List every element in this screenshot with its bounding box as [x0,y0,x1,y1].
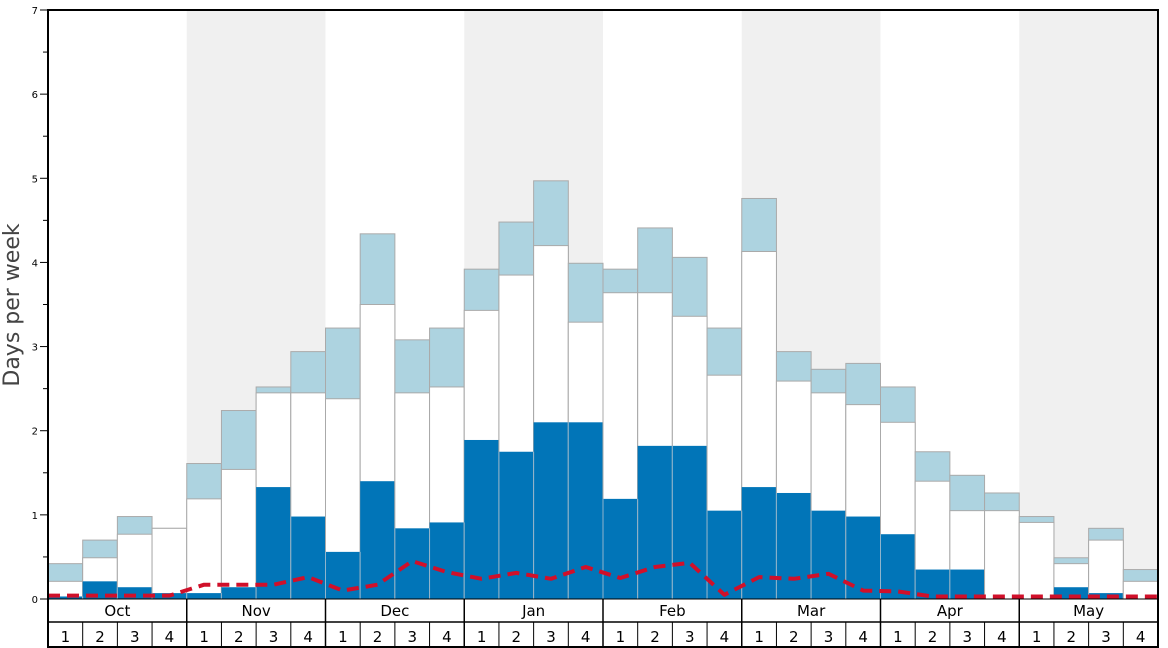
y-tick-label: 0 [32,595,38,606]
week-label: 4 [442,628,452,646]
bar-dark [949,569,985,599]
y-axis-title: Days per week [0,223,25,386]
bar-dark [186,593,222,599]
week-label: 3 [407,628,417,646]
month-label-jan: Jan [521,602,545,620]
bar-dark [880,534,916,599]
y-tick-label: 3 [32,343,38,354]
week-label: 4 [997,628,1007,646]
bar-dark [48,596,83,599]
bar-mid [220,468,257,600]
week-label: 4 [165,628,175,646]
month-label-apr: Apr [937,602,964,620]
week-label: 2 [373,628,383,646]
bars [47,180,1159,600]
bar-mid [984,510,1020,600]
bar-dark [603,498,638,599]
y-tick-label: 2 [32,427,38,438]
week-label: 2 [95,628,105,646]
week-label: 3 [962,628,972,646]
week-label: 3 [546,628,556,646]
bar-dark [1053,587,1089,599]
y-tick-label: 5 [32,174,38,185]
bar-dark [464,439,499,599]
bar-dark [776,492,812,599]
week-label: 3 [130,628,140,646]
bar-dark [741,487,777,599]
week-label: 1 [754,628,764,646]
plot-frame [47,9,1159,648]
x-axis-labels: Oct 1 2 3 4 Nov 1 2 3 4 Dec 1 2 3 4 Jan 1 2 3 4 Feb 1 2 3 4 Mar 1 2… [61,602,1146,646]
week-label: 2 [234,628,244,646]
shaded-month-may [1019,10,1158,599]
y-axis: 0 1 2 3 4 5 6 7 [32,6,48,606]
bar-mid [151,527,188,600]
bar-mid [186,498,222,600]
bar-dark [290,516,326,599]
bar-dark [221,587,257,599]
month-label-mar: Mar [797,602,826,620]
bar-dark [325,551,361,599]
y-tick-label: 6 [32,90,38,101]
trend-line [48,559,1158,599]
bar-dark [811,510,846,599]
week-label: 4 [858,628,868,646]
week-label: 1 [477,628,487,646]
week-label: 2 [650,628,660,646]
month-label-may: May [1073,602,1104,620]
month-label-dec: Dec [380,602,409,620]
bar-dark [117,587,153,599]
bar-dark [429,522,465,599]
week-label: 4 [581,628,591,646]
week-label: 2 [789,628,799,646]
y-tick-label: 1 [32,511,38,522]
bar-dark [1088,593,1124,599]
bar-dark [533,422,569,599]
week-label: 3 [685,628,695,646]
month-label-nov: Nov [241,602,270,620]
week-label: 4 [303,628,313,646]
bar-mid [1088,539,1124,600]
trend-line-layer [48,559,1158,599]
week-label: 3 [1101,628,1111,646]
week-label: 1 [616,628,626,646]
week-label: 2 [1067,628,1077,646]
bar-dark [360,481,395,599]
week-label: 2 [512,628,522,646]
week-label: 3 [824,628,834,646]
week-label: 3 [269,628,279,646]
bar-mid [1018,521,1055,600]
month-label-oct: Oct [104,602,130,620]
week-label: 1 [61,628,71,646]
week-label: 4 [1136,628,1146,646]
week-label: 1 [338,628,348,646]
y-tick-label: 7 [32,6,38,17]
bar-dark [672,445,708,599]
y-tick-label: 4 [32,258,38,269]
bar-dark [637,445,673,599]
week-label: 4 [720,628,730,646]
month-label-feb: Feb [659,602,686,620]
week-label: 1 [893,628,903,646]
week-label: 1 [1032,628,1042,646]
week-label: 1 [199,628,209,646]
week-label: 2 [928,628,938,646]
